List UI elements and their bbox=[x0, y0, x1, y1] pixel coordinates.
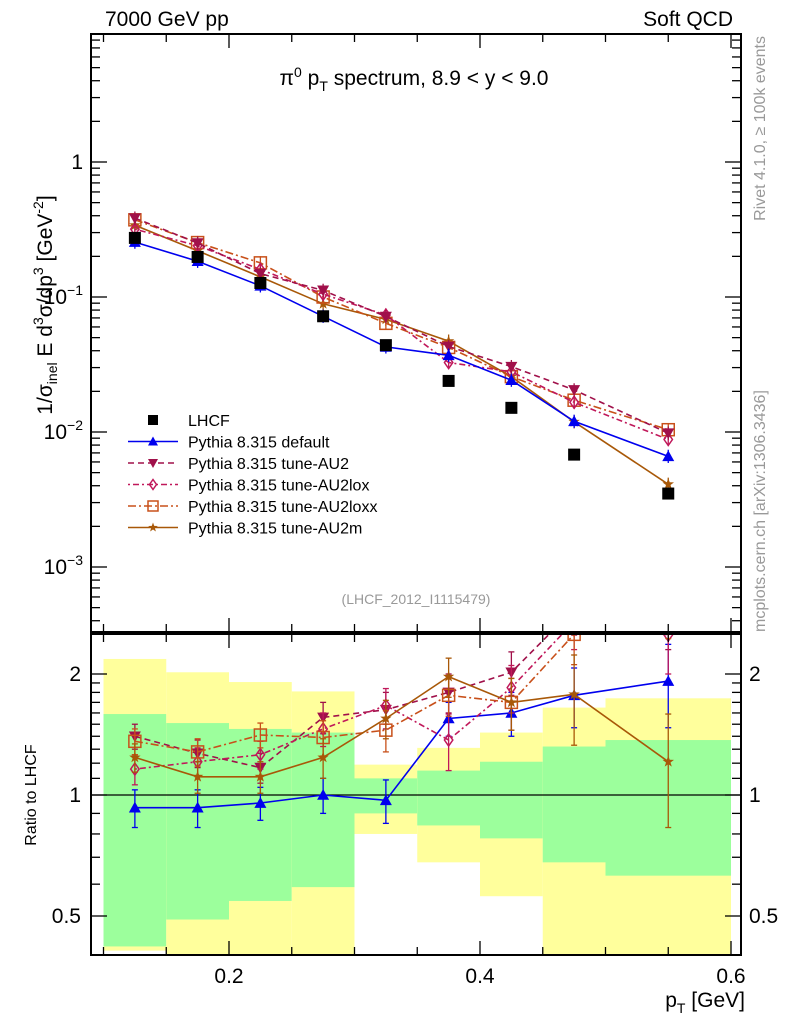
legend-label-AU2: Pythia 8.315 tune-AU2 bbox=[188, 456, 349, 473]
ratio-point-AU2m bbox=[380, 712, 392, 724]
legend-label-AU2m: Pythia 8.315 tune-AU2m bbox=[188, 521, 362, 538]
ratio-point-AU2m bbox=[568, 688, 580, 700]
main-point-AU2 bbox=[662, 428, 675, 440]
legend-marker-LHCF bbox=[148, 415, 158, 425]
ratio-point-AU2loxx bbox=[662, 600, 674, 612]
main-line-AU2lox bbox=[134, 228, 669, 441]
ratio-line-AU2loxx bbox=[134, 634, 578, 753]
ratio-point-AU2lox bbox=[570, 616, 578, 628]
analysis-id-label: (LHCF_2012_I1115479) bbox=[342, 591, 491, 607]
main-point-AU2 bbox=[379, 311, 392, 323]
legend-marker-AU2loxx bbox=[147, 500, 159, 512]
main-point-AU2lox bbox=[569, 394, 580, 410]
ratio-y-axis-title: Ratio to LHCF bbox=[23, 744, 40, 846]
ratio-y-tick-label-left: 1 bbox=[69, 784, 81, 807]
legend-label-default: Pythia 8.315 default bbox=[188, 435, 330, 452]
legend-marker-AU2lox bbox=[148, 478, 158, 491]
main-point-LHCF bbox=[568, 448, 581, 461]
main-point-default bbox=[662, 450, 675, 462]
main-plot-frame bbox=[90, 33, 742, 633]
ratio-point-default bbox=[317, 789, 330, 800]
axes: 0.2 0.4 0.6 1 10−1 10−2 10−3 0.5 0.5 1 1 2 2 bbox=[44, 33, 778, 988]
legend-label-LHCF: LHCF bbox=[188, 413, 230, 430]
main-point-default bbox=[442, 349, 455, 361]
band-inner-bin bbox=[417, 770, 480, 826]
ratio-point-default bbox=[662, 675, 675, 686]
main-point-LHCF bbox=[442, 374, 455, 387]
main-point-AU2 bbox=[317, 285, 330, 297]
ratio-point-AU2loxx bbox=[253, 728, 268, 742]
band-inner-bin bbox=[542, 746, 606, 863]
ratio-series-clipped bbox=[128, 600, 675, 829]
main-chart-title: π0 pT spectrum, 8.9 < y < 9.0 bbox=[280, 64, 549, 94]
ratio-point-AU2m bbox=[505, 696, 518, 708]
main-y-tick-label: 10−1 bbox=[44, 282, 84, 309]
main-point-AU2 bbox=[191, 238, 204, 250]
main-point-LHCF bbox=[191, 250, 204, 263]
ratio-y-tick-label-right: 2 bbox=[749, 663, 761, 686]
main-point-default bbox=[568, 415, 581, 427]
header-energy-label: 7000 GeV pp bbox=[105, 8, 229, 31]
main-point-default bbox=[505, 374, 518, 385]
legend-label-AU2loxx: Pythia 8.315 tune-AU2loxx bbox=[188, 499, 377, 516]
ratio-point-AU2lox bbox=[129, 761, 140, 777]
ratio-point-AU2m bbox=[254, 770, 267, 782]
ratio-point-default bbox=[128, 801, 141, 813]
main-point-AU2m bbox=[662, 478, 674, 490]
x-tick-label: 0.2 bbox=[214, 965, 243, 988]
main-point-AU2 bbox=[568, 385, 581, 396]
ratio-y-tick-label-right: 1 bbox=[749, 784, 761, 807]
main-point-LHCF bbox=[128, 231, 141, 244]
ratio-point-AU2m bbox=[129, 751, 141, 763]
ratio-series bbox=[128, 600, 675, 829]
main-point-LHCF bbox=[254, 276, 267, 289]
main-point-AU2 bbox=[254, 268, 267, 280]
main-point-AU2 bbox=[128, 213, 141, 225]
main-point-AU2 bbox=[442, 341, 455, 353]
ratio-point-AU2 bbox=[662, 610, 674, 621]
ratio-point-AU2loxx bbox=[190, 745, 205, 759]
main-y-tick-label: 1 bbox=[71, 151, 83, 174]
ratio-point-default bbox=[254, 797, 267, 808]
x-axis-title: pT [GeV] bbox=[665, 989, 745, 1016]
legend-marker-AU2 bbox=[148, 459, 158, 468]
ratio-point-AU2lox bbox=[255, 747, 266, 762]
ratio-y-tick-label-left: 2 bbox=[69, 663, 81, 686]
ratio-y-tick-label-left: 0.5 bbox=[52, 905, 81, 928]
legend-marker-AU2m bbox=[148, 522, 158, 532]
header-category-label: Soft QCD bbox=[643, 8, 733, 31]
main-point-LHCF bbox=[505, 401, 518, 414]
main-point-LHCF bbox=[379, 339, 392, 352]
ratio-point-AU2m bbox=[317, 751, 329, 763]
main-y-tick-label: 10−2 bbox=[44, 417, 84, 444]
main-y-tick-label: 10−3 bbox=[44, 552, 84, 579]
main-point-AU2 bbox=[505, 361, 518, 373]
main-point-AU2lox bbox=[443, 355, 454, 370]
x-tick-label: 0.6 bbox=[716, 965, 745, 988]
ratio-point-AU2m bbox=[442, 670, 455, 682]
x-tick-label: 0.4 bbox=[465, 965, 495, 988]
ratio-point-default bbox=[379, 794, 392, 806]
main-y-axis-title: 1/σinel E d3σ/dp3 [GeV-2] bbox=[30, 195, 60, 414]
ratio-point-AU2 bbox=[568, 604, 580, 615]
mcplots-source-label: mcplots.cern.ch [arXiv:1306.3436] bbox=[752, 390, 769, 632]
ratio-point-AU2m bbox=[662, 755, 674, 767]
ratio-point-AU2lox bbox=[443, 732, 454, 748]
legend-label-AU2lox: Pythia 8.315 tune-AU2lox bbox=[188, 478, 369, 495]
main-series bbox=[128, 211, 675, 500]
main-point-LHCF bbox=[317, 310, 330, 323]
main-point-LHCF bbox=[662, 487, 675, 500]
legend: LHCF Pythia 8.315 default Pythia 8.315 tun… bbox=[128, 413, 377, 538]
ratio-point-AU2m bbox=[191, 770, 204, 782]
legend-marker-default bbox=[148, 436, 158, 446]
main-point-AU2lox bbox=[663, 432, 674, 447]
band-inner-bin bbox=[480, 761, 543, 839]
ratio-point-default bbox=[191, 801, 204, 813]
rivet-version-label: Rivet 4.1.0, ≥ 100k events bbox=[752, 36, 769, 221]
ratio-y-tick-label-right: 0.5 bbox=[749, 905, 778, 928]
